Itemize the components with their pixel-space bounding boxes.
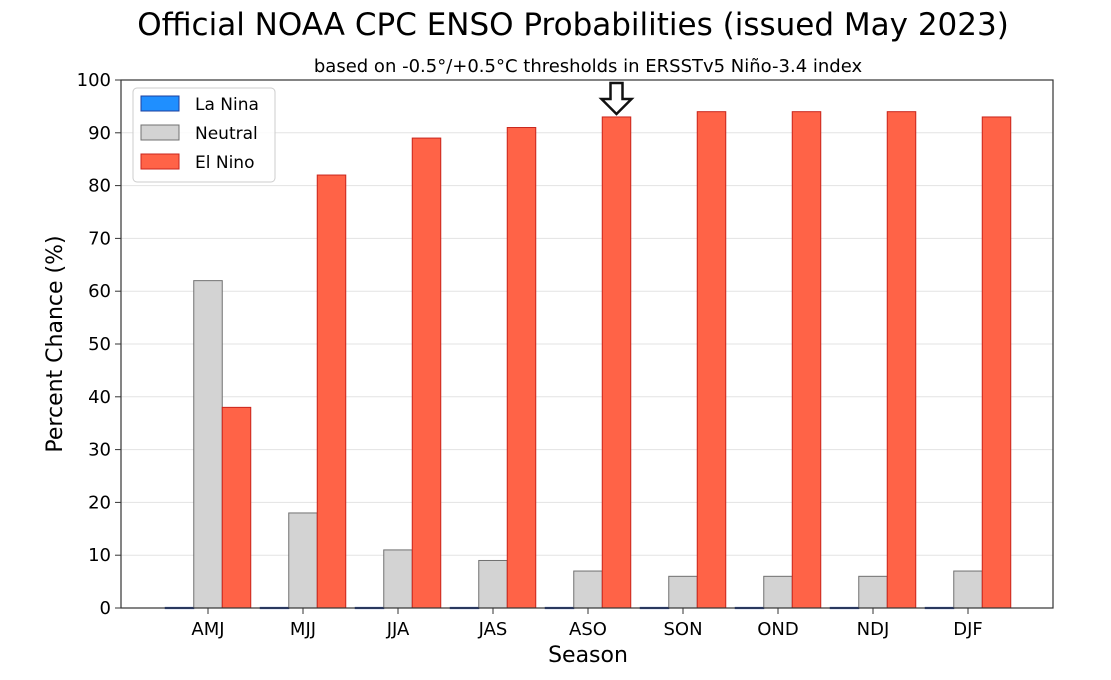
legend-swatch-el-nino	[140, 153, 180, 170]
annotations-group	[598, 81, 635, 116]
bar-el-nino-jja	[411, 137, 442, 609]
y-tick-label: 10	[88, 545, 111, 566]
chart-subtitle: based on -0.5°/+0.5°C thresholds in ERSS…	[314, 56, 863, 77]
x-tick-label: JAS	[478, 619, 508, 640]
bar-el-nino-amj	[221, 406, 252, 609]
bar-el-nino-son	[696, 111, 727, 609]
bar-neutral-jas	[478, 559, 508, 609]
y-tick-label: 100	[77, 70, 111, 91]
legend-swatch-la-nina	[140, 95, 180, 112]
bar-neutral-aso	[573, 570, 603, 609]
x-tick-label: MJJ	[290, 619, 316, 640]
bar-neutral-ndj	[858, 575, 888, 609]
legend-label-neutral: Neutral	[195, 124, 258, 144]
x-tick-label: SON	[663, 619, 702, 640]
bar-neutral-djf	[953, 570, 983, 609]
y-axis-ticks: 0 10 20 30 40 50 60 70 80 90 100	[77, 70, 121, 619]
x-tick-label: ASO	[569, 619, 607, 640]
bars-group	[164, 111, 1012, 610]
bar-el-nino-djf	[981, 116, 1012, 609]
bar-el-nino-jas	[506, 127, 537, 609]
x-axis-ticks: AMJ MJJ JJA JAS ASO SON OND NDJ DJF	[191, 608, 983, 640]
bar-el-nino-mjj	[316, 174, 347, 609]
y-tick-label: 60	[88, 281, 111, 302]
x-tick-label: NDJ	[857, 619, 890, 640]
bar-el-nino-aso	[601, 116, 632, 609]
legend-swatch-neutral	[140, 124, 180, 141]
chart-title: Official NOAA CPC ENSO Probabilities (is…	[137, 7, 1009, 43]
bar-el-nino-ond	[791, 111, 822, 609]
legend-label-el-nino: El Nino	[195, 153, 254, 173]
x-tick-label: OND	[757, 619, 799, 640]
y-tick-label: 80	[88, 176, 111, 197]
highlight-arrow-icon	[598, 81, 635, 116]
y-tick-label: 40	[88, 387, 111, 408]
bar-neutral-ond	[763, 575, 793, 609]
y-tick-label: 50	[88, 334, 111, 355]
y-tick-label: 90	[88, 123, 111, 144]
y-tick-label: 20	[88, 492, 111, 513]
bar-neutral-son	[668, 575, 698, 609]
x-tick-label: JJA	[386, 619, 410, 640]
grid-lines	[121, 132, 1053, 556]
x-axis-label: Season	[548, 643, 628, 668]
bar-neutral-mjj	[288, 512, 318, 609]
bar-el-nino-ndj	[886, 111, 917, 609]
x-tick-label: DJF	[953, 619, 983, 640]
y-tick-label: 0	[100, 598, 111, 619]
bar-neutral-jja	[383, 549, 413, 609]
legend: La Nina Neutral El Nino	[132, 87, 276, 183]
y-tick-label: 70	[88, 228, 111, 249]
x-tick-label: AMJ	[191, 619, 224, 640]
y-tick-label: 30	[88, 440, 111, 461]
bar-neutral-amj	[193, 280, 223, 609]
legend-label-la-nina: La Nina	[195, 95, 259, 115]
y-axis-label: Percent Chance (%)	[43, 235, 68, 452]
